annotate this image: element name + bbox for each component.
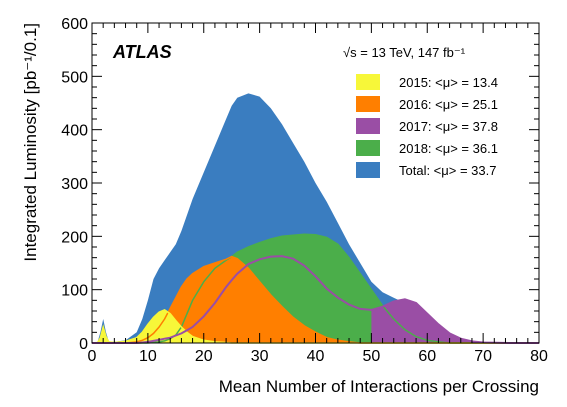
energy-label: √s = 13 TeV, 147 fb⁻¹ bbox=[343, 45, 466, 60]
legend-swatch bbox=[356, 162, 380, 178]
y-tick-labels: 0 100 200 300 400 500 600 bbox=[61, 16, 88, 353]
y-tick-label: 400 bbox=[61, 123, 88, 140]
y-tick-label: 300 bbox=[61, 176, 88, 193]
legend-item-2015: 2015: <μ> = 13.4 bbox=[356, 74, 498, 90]
legend: 2015: <μ> = 13.4 2016: <μ> = 25.1 2017: <μ… bbox=[356, 74, 498, 178]
atlas-label: ATLAS bbox=[112, 42, 172, 62]
y-axis-label: Integrated Luminosity [pb⁻¹/0.1] bbox=[21, 23, 40, 262]
legend-label: 2016: <μ> = 25.1 bbox=[399, 97, 498, 112]
x-axis-label: Mean Number of Interactions per Crossing bbox=[219, 377, 539, 396]
legend-item-total: Total: <μ> = 33.7 bbox=[356, 162, 496, 178]
legend-swatch bbox=[356, 74, 380, 90]
x-tick-labels: 0 10 20 30 40 50 60 70 80 bbox=[88, 348, 548, 365]
legend-label: 2018: <μ> = 36.1 bbox=[399, 141, 498, 156]
x-tick-label: 40 bbox=[307, 348, 325, 365]
x-tick-label: 80 bbox=[530, 348, 548, 365]
y-tick-label: 0 bbox=[79, 336, 88, 353]
x-tick-label: 10 bbox=[139, 348, 157, 365]
x-tick-label: 0 bbox=[88, 348, 97, 365]
y-tick-label: 600 bbox=[61, 16, 88, 33]
legend-item-2017: 2017: <μ> = 37.8 bbox=[356, 118, 498, 134]
series-tail-area-2017 bbox=[371, 299, 539, 343]
legend-item-2016: 2016: <μ> = 25.1 bbox=[356, 96, 498, 112]
x-tick-label: 60 bbox=[418, 348, 436, 365]
series-area-2016 bbox=[92, 256, 539, 343]
axis-ticks bbox=[91, 22, 540, 344]
legend-swatch bbox=[356, 118, 380, 134]
x-tick-label: 20 bbox=[195, 348, 213, 365]
legend-swatch bbox=[356, 140, 380, 156]
legend-swatch bbox=[356, 96, 380, 112]
x-tick-label: 50 bbox=[362, 348, 380, 365]
legend-item-2018: 2018: <μ> = 36.1 bbox=[356, 140, 498, 156]
legend-label: 2017: <μ> = 37.8 bbox=[399, 119, 498, 134]
legend-label: 2015: <μ> = 13.4 bbox=[399, 75, 498, 90]
x-tick-label: 30 bbox=[251, 348, 269, 365]
y-tick-label: 200 bbox=[61, 229, 88, 246]
y-tick-label: 500 bbox=[61, 69, 88, 86]
y-tick-label: 100 bbox=[61, 283, 88, 300]
legend-label: Total: <μ> = 33.7 bbox=[399, 163, 496, 178]
x-tick-label: 70 bbox=[474, 348, 492, 365]
